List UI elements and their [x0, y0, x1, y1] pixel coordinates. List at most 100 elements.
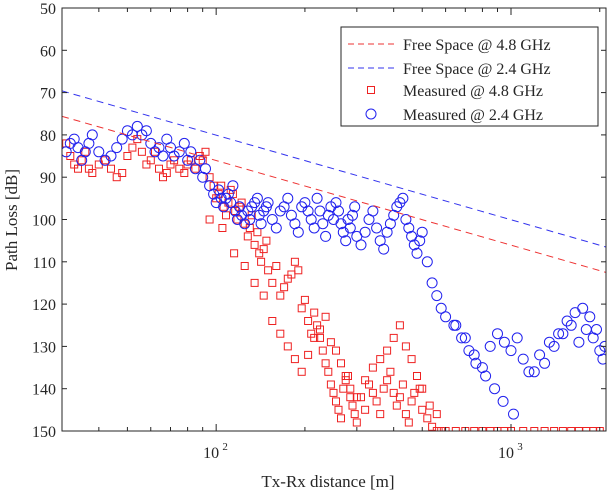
point-measured-4.8-5 — [81, 147, 90, 156]
point-measured-4.8-48 — [243, 232, 252, 241]
point-measured-4.8-46 — [237, 198, 246, 207]
point-measured-4.8-29 — [191, 164, 200, 173]
point-measured-2.4-91 — [367, 205, 379, 217]
point-measured-4.8-137 — [268, 317, 277, 325]
point-measured-4.8-129 — [589, 427, 598, 431]
point-measured-4.8-101 — [401, 410, 410, 419]
point-measured-4.8-93 — [376, 410, 385, 419]
y-tick-label-80: 80 — [40, 128, 56, 145]
point-measured-4.8-99 — [395, 393, 404, 402]
point-measured-4.8-12 — [118, 169, 127, 177]
point-measured-2.4-30 — [194, 154, 206, 166]
point-measured-2.4-114 — [459, 332, 471, 344]
point-measured-4.8-86 — [350, 410, 359, 419]
point-measured-2.4-54 — [255, 218, 267, 230]
point-measured-4.8-78 — [332, 397, 340, 406]
point-measured-4.8-147 — [332, 346, 340, 355]
point-measured-4.8-139 — [283, 342, 292, 351]
point-measured-4.8-135 — [250, 278, 259, 287]
point-measured-2.4-48 — [242, 205, 254, 217]
point-measured-2.4-60 — [274, 205, 286, 217]
point-measured-4.8-70 — [310, 308, 319, 317]
point-measured-4.8-102 — [404, 418, 413, 427]
point-measured-4.8-148 — [337, 359, 345, 368]
point-measured-4.8-117 — [486, 427, 495, 431]
point-measured-2.4-147 — [577, 302, 589, 314]
point-measured-2.4-121 — [511, 332, 523, 344]
point-measured-4.8-55 — [259, 245, 268, 254]
point-measured-4.8-113 — [451, 427, 460, 431]
point-measured-2.4-127 — [565, 319, 577, 331]
point-measured-2.4-140 — [508, 408, 519, 420]
x-axis-label: Tx-Rx distance [m] — [261, 472, 394, 491]
point-measured-4.8-14 — [128, 143, 137, 152]
point-measured-2.4-42 — [227, 180, 239, 192]
line-freespace-2.4 — [62, 90, 606, 248]
point-measured-2.4-9 — [99, 154, 111, 166]
point-measured-2.4-139 — [497, 395, 509, 407]
point-measured-4.8-38 — [219, 202, 228, 211]
point-measured-4.8-161 — [418, 384, 427, 393]
point-measured-4.8-35 — [212, 194, 221, 203]
point-measured-4.8-16 — [137, 147, 146, 156]
point-measured-4.8-92 — [372, 397, 381, 406]
y-tick-label-90: 90 — [40, 170, 56, 187]
point-measured-4.8-128 — [582, 427, 591, 431]
point-measured-4.8-22 — [162, 169, 171, 177]
point-measured-4.8-19 — [151, 147, 159, 156]
y-tick-label-130: 130 — [32, 339, 56, 356]
point-measured-4.8-103 — [407, 397, 416, 406]
point-measured-4.8-115 — [470, 427, 479, 431]
point-measured-4.8-88 — [357, 393, 365, 402]
point-measured-4.8-104 — [410, 388, 419, 397]
point-measured-4.8-41 — [226, 185, 235, 194]
point-measured-4.8-54 — [257, 257, 266, 266]
point-measured-4.8-74 — [321, 359, 330, 368]
point-measured-2.4-94 — [378, 243, 390, 255]
point-measured-2.4-7 — [86, 129, 98, 141]
point-measured-4.8-144 — [316, 325, 324, 334]
point-measured-4.8-163 — [432, 410, 441, 419]
y-axis-label: Path Loss [dB] — [2, 169, 21, 271]
point-measured-2.4-86 — [349, 201, 361, 213]
point-measured-2.4-25 — [173, 146, 185, 158]
point-measured-2.4-124 — [539, 357, 551, 369]
point-measured-2.4-84 — [344, 222, 356, 234]
point-measured-4.8-91 — [368, 388, 377, 397]
point-measured-2.4-74 — [320, 230, 332, 242]
point-measured-2.4-119 — [498, 336, 510, 348]
legend-label-measured-4.8: Measured @ 4.8 GHz — [403, 83, 543, 100]
point-measured-2.4-144 — [553, 328, 565, 340]
point-measured-4.8-133 — [230, 249, 239, 258]
point-measured-2.4-78 — [330, 197, 342, 209]
point-measured-4.8-136 — [259, 291, 268, 300]
x-tick-label-100: 10 — [203, 445, 219, 462]
point-measured-2.4-122 — [517, 353, 529, 365]
point-measured-4.8-159 — [407, 355, 416, 364]
point-measured-4.8-32 — [201, 147, 210, 156]
point-measured-2.4-108 — [421, 256, 433, 268]
point-measured-4.8-77 — [329, 388, 338, 397]
point-measured-4.8-63 — [287, 270, 296, 279]
point-measured-2.4-8 — [93, 146, 105, 158]
point-measured-2.4-128 — [573, 336, 585, 348]
point-measured-2.4-73 — [317, 218, 329, 230]
point-measured-2.4-107 — [416, 226, 428, 238]
point-measured-4.8-75 — [324, 367, 333, 376]
y-tick-label-50: 50 — [40, 1, 56, 18]
point-measured-4.8-98 — [392, 401, 401, 410]
point-measured-4.8-124 — [550, 427, 559, 431]
point-measured-2.4-89 — [359, 226, 371, 238]
point-measured-2.4-85 — [347, 209, 358, 221]
point-measured-4.8-3 — [74, 164, 82, 173]
y-tick-label-150: 150 — [32, 424, 56, 441]
point-measured-4.8-1 — [66, 152, 75, 160]
point-measured-2.4-135 — [463, 345, 475, 357]
point-measured-4.8-131 — [205, 215, 214, 224]
point-measured-4.8-30 — [195, 152, 204, 160]
point-measured-4.8-52 — [253, 228, 262, 237]
point-measured-4.8-56 — [262, 236, 271, 245]
point-measured-4.8-160 — [413, 372, 421, 380]
y-tick-label-110: 110 — [33, 255, 56, 272]
point-measured-4.8-18 — [146, 156, 155, 165]
